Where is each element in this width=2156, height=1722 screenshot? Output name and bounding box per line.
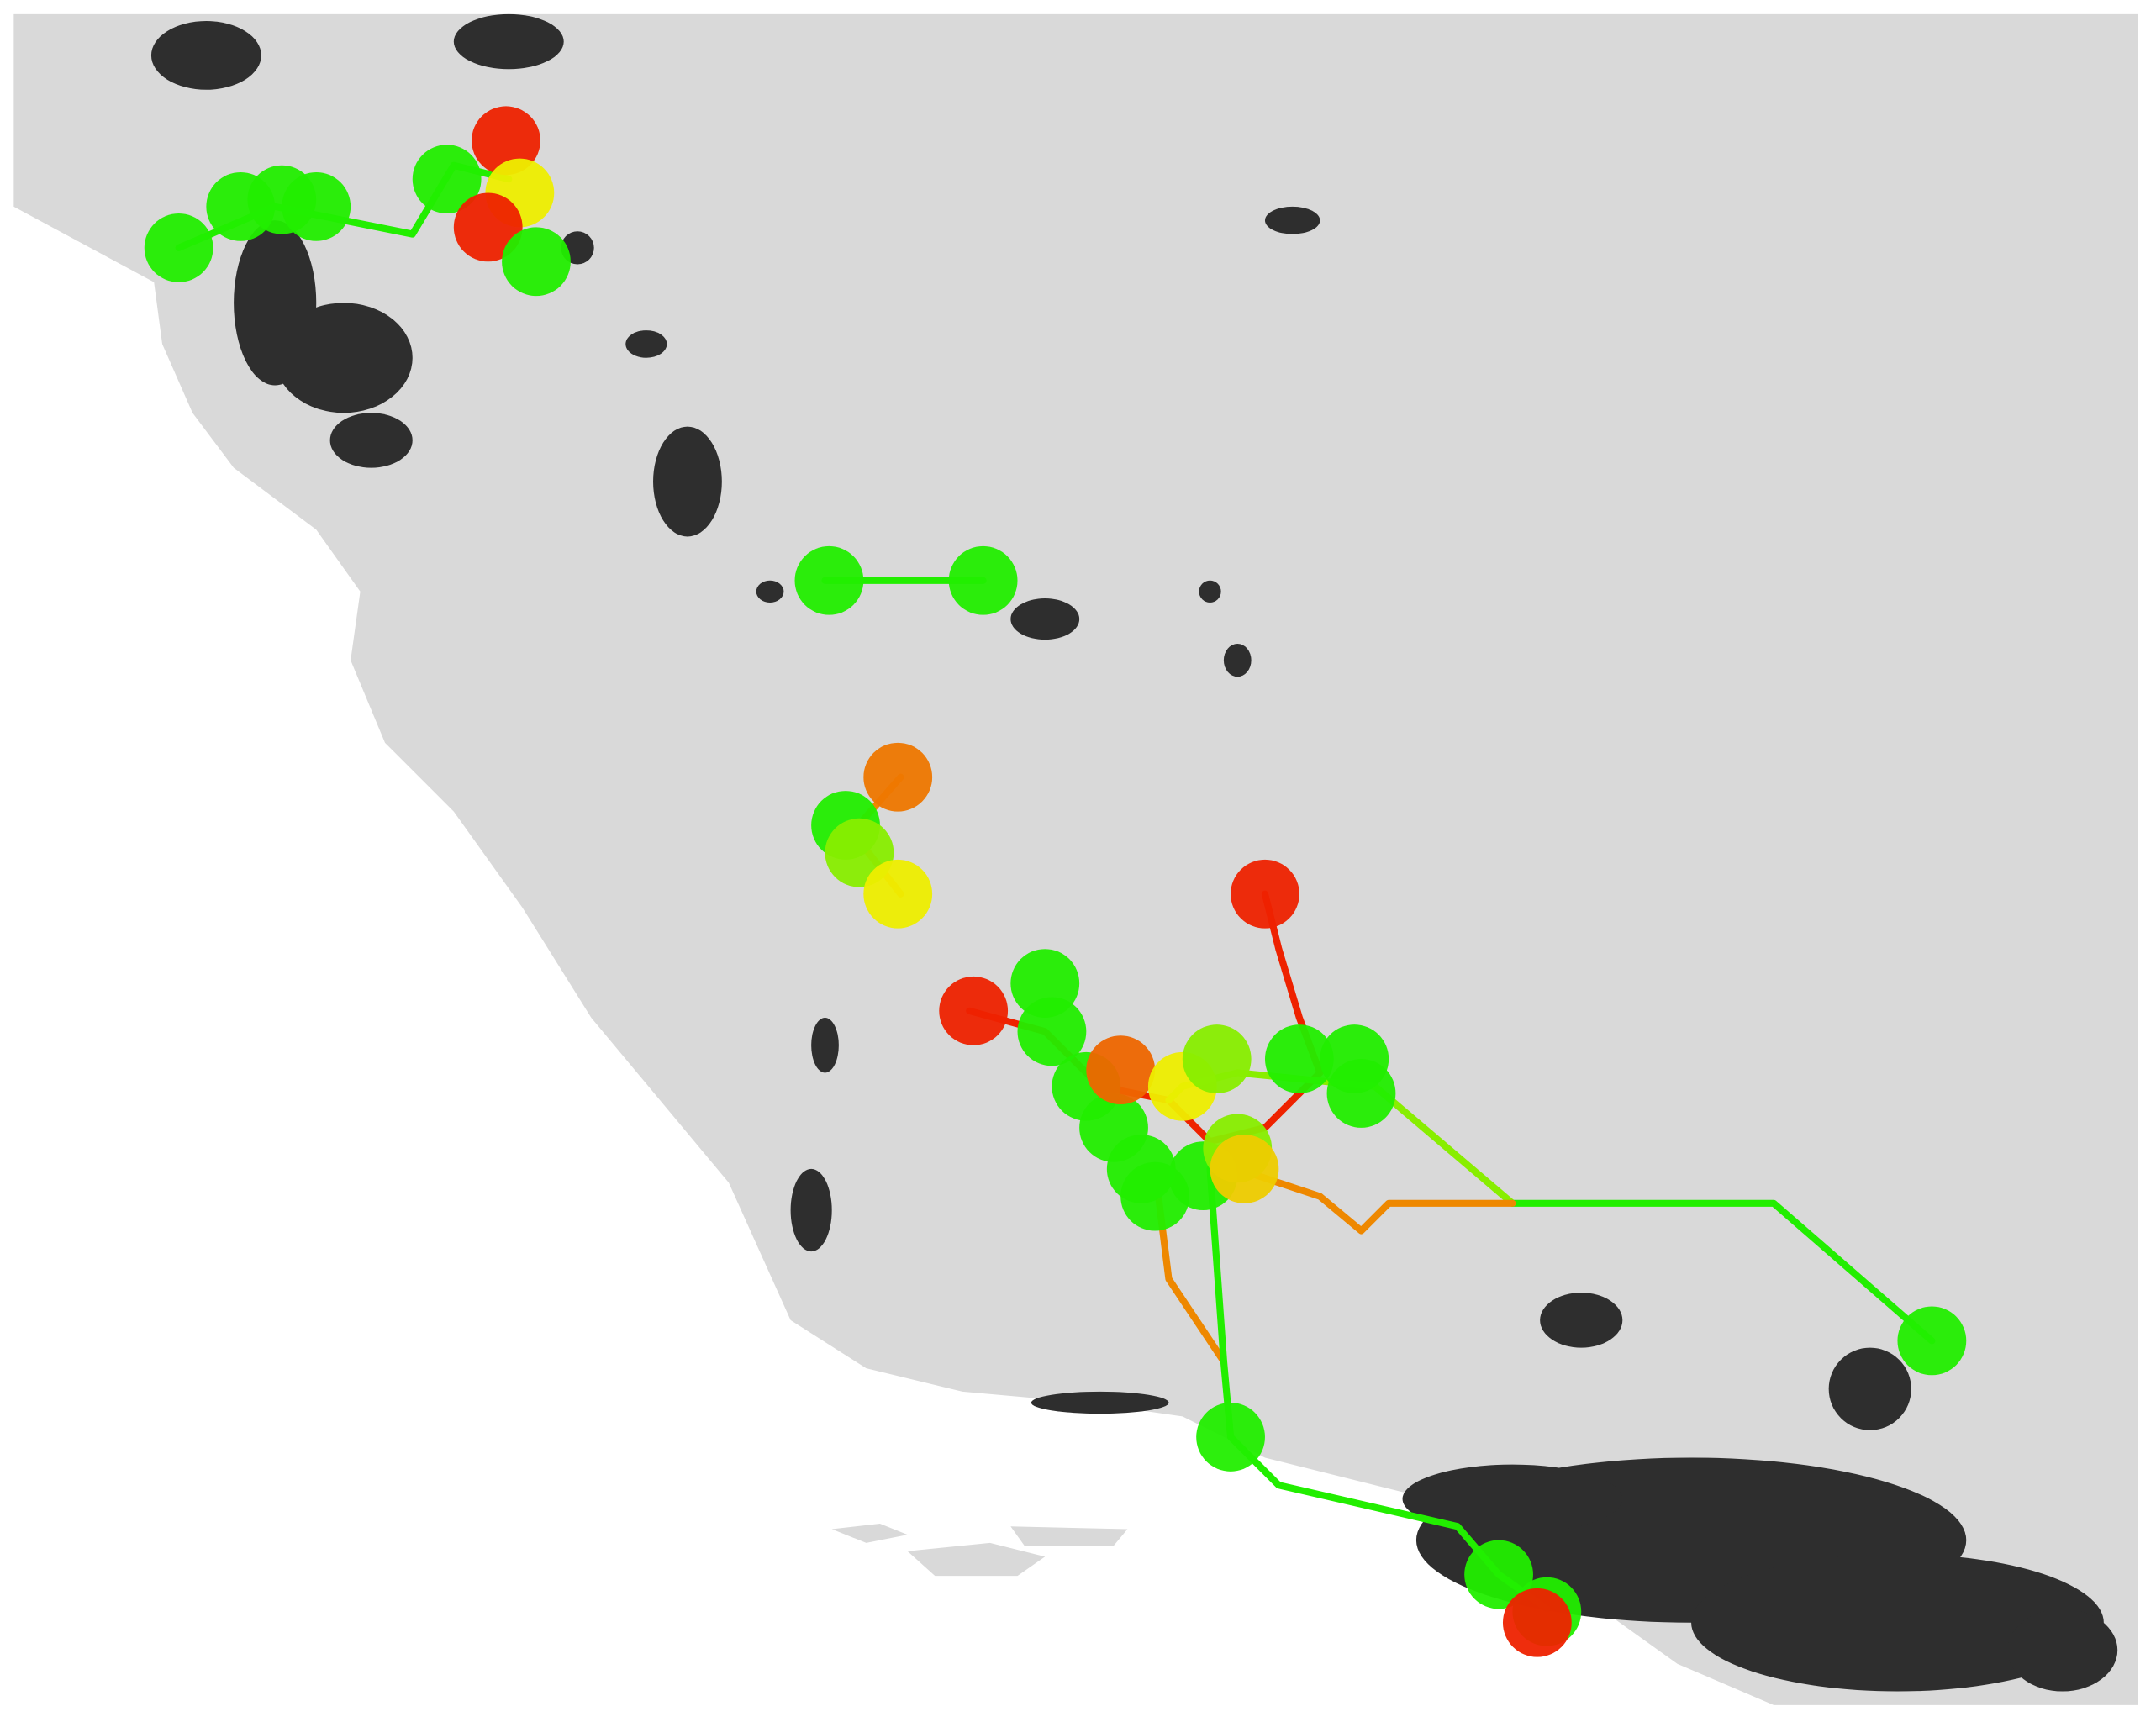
marker	[939, 976, 1009, 1045]
marker	[472, 106, 540, 176]
marker	[948, 545, 1018, 615]
marker	[453, 192, 523, 262]
marker	[1017, 997, 1087, 1066]
urban-area	[1010, 598, 1080, 640]
urban-area	[1828, 1347, 1911, 1430]
marker	[1464, 1540, 1533, 1609]
marker	[1086, 1035, 1156, 1105]
marker	[1502, 1588, 1572, 1657]
marker	[1120, 1161, 1190, 1231]
urban-area	[453, 13, 564, 70]
marker	[863, 859, 933, 929]
urban-area	[811, 1017, 839, 1073]
urban-area	[1540, 1293, 1623, 1348]
marker	[1182, 1024, 1252, 1093]
urban-area	[790, 1168, 832, 1252]
markers	[144, 106, 1967, 1657]
marker	[794, 545, 864, 615]
urban-area	[653, 426, 722, 537]
marker	[1326, 1059, 1396, 1128]
marker	[1264, 1024, 1334, 1093]
urban-areas	[150, 13, 2118, 1692]
marker	[1196, 1403, 1265, 1472]
marker	[1897, 1306, 1967, 1376]
marker	[1231, 859, 1299, 929]
island	[831, 1523, 1128, 1577]
marker	[1210, 1135, 1279, 1203]
urban-area	[625, 330, 667, 358]
route	[1234, 1165, 1516, 1235]
marker	[863, 742, 933, 812]
route	[1509, 1199, 1936, 1345]
urban-area	[234, 220, 317, 386]
marker	[502, 227, 571, 297]
marker	[282, 171, 351, 241]
urban-area	[2007, 1609, 2118, 1692]
urban-area	[1402, 1464, 1623, 1534]
land	[13, 13, 2138, 1705]
marker	[412, 145, 482, 214]
marker	[144, 213, 213, 282]
urban-area	[1264, 206, 1320, 234]
urban-area	[1691, 1553, 2104, 1692]
urban-area	[1199, 580, 1221, 603]
urban-area	[1031, 1391, 1169, 1414]
urban-area	[1223, 644, 1252, 677]
urban-area	[756, 580, 784, 603]
urban-area	[329, 413, 413, 468]
urban-area	[150, 21, 261, 90]
